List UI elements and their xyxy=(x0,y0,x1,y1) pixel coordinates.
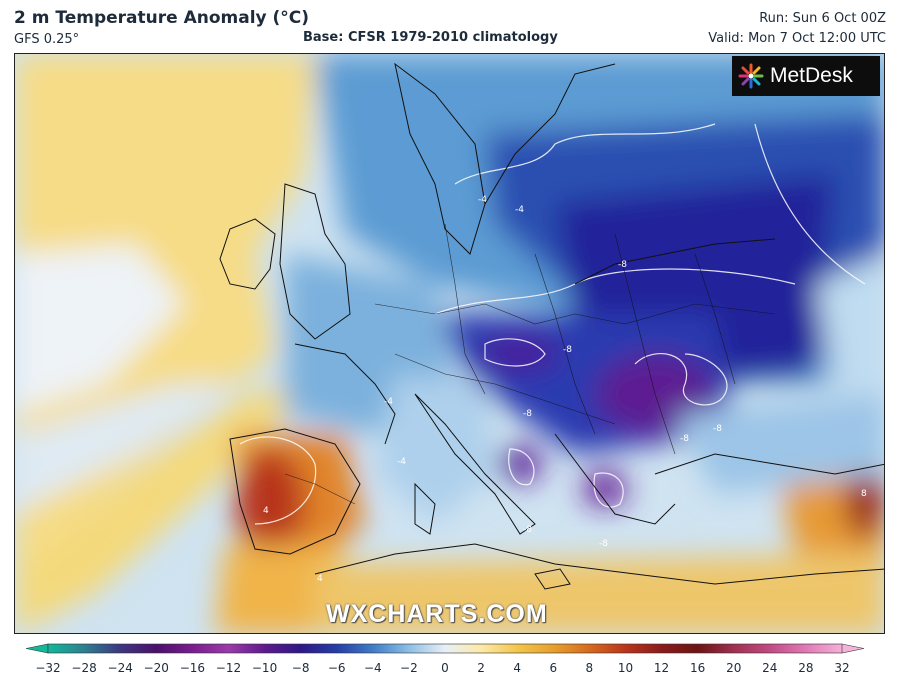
colorbar-swatches xyxy=(25,643,865,654)
colorbar-segment xyxy=(769,644,807,653)
colorbar-tick-label: 4 xyxy=(513,661,521,675)
colorbar-segment xyxy=(264,644,302,653)
colorbar-tick-label: −24 xyxy=(108,661,133,675)
watermark: WXCHARTS.COM xyxy=(326,600,548,628)
anomaly-field xyxy=(15,54,884,633)
colorbar-segment xyxy=(192,644,229,653)
contour-label: -4 xyxy=(515,205,524,215)
contour-lines xyxy=(239,123,866,525)
climatology-base-label: Base: CFSR 1979-2010 climatology xyxy=(303,30,558,45)
contour-label: -8 xyxy=(523,409,532,419)
colorbar-tick-label: 8 xyxy=(586,661,594,675)
colorbar-tick-label: −12 xyxy=(216,661,241,675)
colorbar-tick-label: 0 xyxy=(441,661,449,675)
colorbar-segment xyxy=(372,644,410,653)
colorbar-segment xyxy=(625,644,663,653)
valid-time-label: Valid: Mon 7 Oct 12:00 UTC xyxy=(708,31,886,46)
colorbar-tick-label: −4 xyxy=(364,661,382,675)
colorbar-segment xyxy=(589,644,626,653)
colorbar-segment xyxy=(661,644,699,653)
colorbar-segment xyxy=(300,644,338,653)
colorbar-segment xyxy=(697,644,735,653)
colorbar: −32 −28 −24 −20 −16 −12 −10 −8 −6 −4 −2 0 2 4 6 8 10 12 16… xyxy=(25,643,865,675)
logo-text: MetDesk xyxy=(770,64,853,87)
colorbar-tick-label: 12 xyxy=(654,661,669,675)
contour-label: -8 xyxy=(599,539,608,549)
colorbar-segment xyxy=(48,644,85,653)
colorbar-tick-label: −16 xyxy=(180,661,205,675)
colorbar-tick-label: 2 xyxy=(477,661,485,675)
colorbar-ticks: −32 −28 −24 −20 −16 −12 −10 −8 −6 −4 −2 0 2 4 6 8 10 12 16… xyxy=(35,661,849,675)
metdesk-logo: MetDesk xyxy=(732,56,880,96)
colorbar-segment xyxy=(84,644,121,653)
coastlines xyxy=(219,62,884,590)
colorbar-tick-label: 10 xyxy=(618,661,633,675)
contour-label: -8 xyxy=(523,525,532,535)
colorbar-segment xyxy=(553,644,590,653)
colorbar-frame xyxy=(47,643,843,654)
colorbar-segment xyxy=(805,644,843,653)
colorbar-segment xyxy=(408,644,446,653)
contour-label-group: -4 -4 -4 -4 -8 -8 -8 -8 -8 -8 -8 4 4 8 xyxy=(263,195,867,584)
contour-label: -8 xyxy=(713,424,722,434)
colorbar-tick-label: −32 xyxy=(35,661,60,675)
country-borders xyxy=(284,223,776,505)
colorbar-segment xyxy=(517,644,554,653)
contour-label: -8 xyxy=(680,434,689,444)
chart-title: 2 m Temperature Anomaly (°C) xyxy=(14,8,310,28)
colorbar-tick-label: −28 xyxy=(71,661,96,675)
colorbar-tick-label: 6 xyxy=(549,661,557,675)
colorbar-max-arrow xyxy=(841,643,865,654)
run-time-label: Run: Sun 6 Oct 00Z xyxy=(759,11,886,26)
colorbar-tick-label: 28 xyxy=(798,661,813,675)
colorbar-segment xyxy=(120,644,157,653)
contour-label: -4 xyxy=(478,195,487,205)
colorbar-tick-label: −20 xyxy=(144,661,169,675)
contour-label: 8 xyxy=(861,489,867,499)
colorbar-tick-label: −10 xyxy=(252,661,277,675)
map-canvas: -4 -4 -4 -4 -8 -8 -8 -8 -8 -8 -8 4 4 8 xyxy=(15,54,884,633)
colorbar-tick-label: 32 xyxy=(834,661,849,675)
colorbar-min-arrow xyxy=(25,643,49,654)
contour-label: -8 xyxy=(618,260,627,270)
colorbar-tick-label: 20 xyxy=(726,661,741,675)
anomaly-map[interactable]: -4 -4 -4 -4 -8 -8 -8 -8 -8 -8 -8 4 4 8 xyxy=(14,53,885,634)
colorbar-segment xyxy=(336,644,374,653)
colorbar-tick-label: −6 xyxy=(328,661,346,675)
metdesk-star-icon xyxy=(738,63,764,89)
colorbar-tick-label: −2 xyxy=(400,661,418,675)
colorbar-segment xyxy=(445,644,482,653)
colorbar-segment xyxy=(228,644,266,653)
colorbar-tick-label: 16 xyxy=(690,661,705,675)
contour-label: -4 xyxy=(384,397,393,407)
colorbar-tick-label: −8 xyxy=(292,661,310,675)
contour-label: -4 xyxy=(397,457,406,467)
contour-label: 4 xyxy=(317,574,323,584)
colorbar-segment xyxy=(733,644,771,653)
contour-label: -8 xyxy=(563,345,572,355)
colorbar-segment xyxy=(481,644,518,653)
colorbar-segment xyxy=(156,644,193,653)
colorbar-tick-label: 24 xyxy=(762,661,777,675)
model-label: GFS 0.25° xyxy=(14,32,80,47)
contour-label: 4 xyxy=(263,506,269,516)
